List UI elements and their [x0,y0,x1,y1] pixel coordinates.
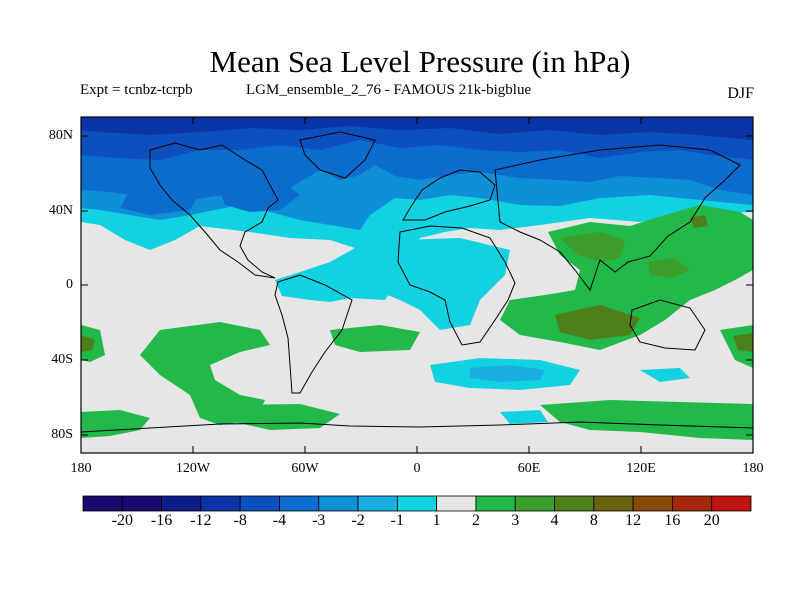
colorbar-tick-label: 3 [511,512,520,529]
colorbar-tick-label: 20 [703,512,720,529]
lon-tick-label: 180 [70,461,92,476]
contour-plus2-west-spot [81,335,95,352]
lon-tick-label: 120W [175,461,211,476]
colorbar-swatch [357,495,398,512]
contour-plus3-indian-ocean [555,305,640,340]
contour-plus1-south-pacific [140,322,270,425]
contour-minus2-southern-ocean [470,365,545,382]
contour-fields [81,117,753,453]
lon-tick-label: 60E [517,461,541,476]
contour-minus4-pacific [120,185,200,215]
colorbar-swatch [396,495,438,512]
lon-tick-label: 180 [742,461,764,476]
africa-coast [397,225,516,346]
colorbar-swatch [593,495,634,512]
colorbar-tick-label: 8 [589,512,598,529]
colorbar-swatch [200,495,241,512]
colorbar-swatch [514,495,555,512]
colorbar-swatch [239,495,280,512]
contour-minus1-southern-mid [500,410,548,424]
colorbar-tick-label: -4 [272,512,287,529]
contour-plus2-east-spot [733,333,753,352]
colorbar-swatch [436,495,477,512]
lat-tick-label: 0 [66,277,73,292]
lat-tick-label: 80N [48,128,73,143]
lon-tick-label: 120E [626,461,656,476]
colorbar-tick-label: 1 [432,512,441,529]
lat-tick-label: 40N [48,203,73,218]
antarctica-coast [81,421,753,433]
colorbar-tick-label: -8 [233,512,247,529]
contour-plus1-south-atlantic [330,325,420,352]
greenland-coast [299,131,376,179]
colorbar-tick-label: 2 [471,512,480,529]
contour-plus2-seasia [648,258,690,278]
colorbar-tick-label: -1 [390,512,405,529]
axis-ticks [81,117,753,453]
south-america-coast [274,274,353,394]
colorbar-swatch [121,495,162,512]
contour-plus2-india [560,232,625,262]
lon-tick-label: 60W [291,461,319,476]
colorbar-tick-label: -12 [190,512,212,529]
colorbar-swatch [279,495,320,512]
europe-coast [402,169,496,221]
contour-plus1-antarctic-east [540,400,753,440]
australia-coast [629,299,706,351]
colorbar-swatch [632,495,673,512]
contour-minus12-arctic [81,117,753,140]
colorbar-swatch [672,495,713,512]
colorbar-tick-label: 12 [625,512,642,529]
colorbar-tick-label: -3 [312,512,326,529]
ensemble-label: LGM_ensemble_2_76 - FAMOUS 21k-bigblue [246,82,532,98]
chart-title: Mean Sea Level Pressure (in hPa) [209,44,631,79]
colorbar-tick-label: -16 [150,512,173,529]
colorbar-tick-label: 16 [664,512,681,529]
lon-tick-label: 0 [413,461,421,476]
colorbar-tick-label: -20 [111,512,133,529]
lat-tick-label: 40S [51,352,73,367]
colorbar-swatch [161,495,202,512]
colorbar-swatch [475,495,516,512]
colorbar-tick-label: -2 [351,512,365,529]
colorbar-swatch [318,495,359,512]
colorbar [82,495,752,512]
contour-minus1-band [360,238,510,330]
coastlines [81,131,753,433]
contour-minus4-atlantic [215,170,300,212]
colorbar-tick-label: 4 [550,512,559,529]
contour-plus2-pacific-spot [690,215,708,228]
asia-coast [494,144,741,292]
colorbar-swatch [82,495,123,512]
lat-tick-label: 80S [51,427,73,442]
colorbar-swatch [554,495,595,512]
colorbar-swatch [711,495,752,512]
contour-minus1-southern-east [640,368,690,382]
experiment-label: Expt = tcnbz-tcrpb [80,82,193,98]
north-america-coast [149,142,279,279]
season-label: DJF [727,85,754,102]
